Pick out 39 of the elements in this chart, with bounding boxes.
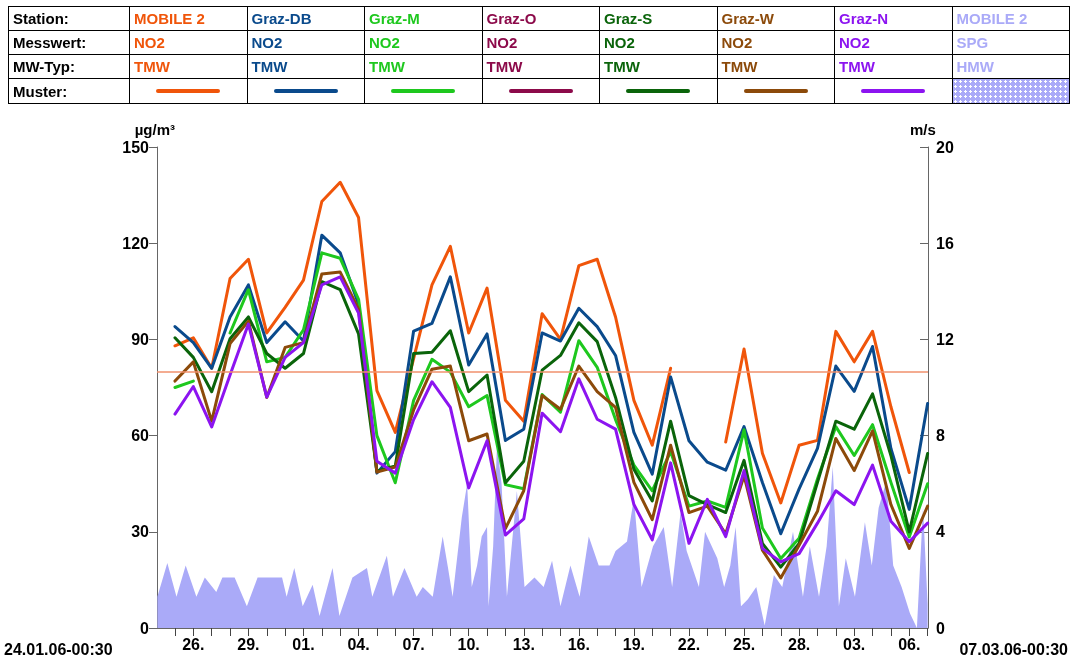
y2-tick-label: 12 bbox=[936, 330, 954, 348]
x-tick-label: 07. bbox=[402, 635, 425, 653]
y-tick-label: 150 bbox=[122, 138, 150, 156]
text: Graz-DB NO2 TMW bbox=[247, 7, 364, 78]
x-tick-label: 25. bbox=[732, 635, 756, 653]
y2-tick-label: 20 bbox=[936, 138, 954, 156]
x-tick-label: 04. bbox=[347, 635, 370, 653]
x-tick-label: 03. bbox=[843, 635, 866, 653]
x-tick-label: 06. bbox=[898, 635, 921, 653]
y2-tick-label: 16 bbox=[936, 234, 954, 252]
y2-tick-label: 0 bbox=[936, 619, 945, 637]
y-tick-label: 60 bbox=[131, 427, 150, 445]
x-tick-label: 19. bbox=[622, 635, 646, 653]
text: MOBILE 2 SPG HMW bbox=[952, 7, 1069, 78]
text: Station: Messwert: MW-Typ: Muster: bbox=[13, 10, 87, 100]
text: Graz-S NO2 TMW bbox=[600, 7, 717, 78]
x-tick-label: 01. bbox=[292, 635, 315, 653]
x-tick-label: 10. bbox=[457, 635, 480, 653]
x-tick-label: 28. bbox=[787, 635, 811, 653]
y-tick-label: 30 bbox=[131, 523, 150, 541]
x-tick-label: 29. bbox=[237, 635, 260, 653]
y-axis-title: µg/m³ bbox=[134, 121, 175, 138]
x-tick-label: 26. bbox=[182, 635, 205, 653]
y2-axis-title: m/s bbox=[910, 121, 936, 138]
y2-tick-label: 4 bbox=[936, 523, 945, 541]
text: Graz-W NO2 TMW bbox=[717, 7, 834, 78]
y-tick-label: 120 bbox=[122, 234, 150, 252]
legend-label: Graz-O NO2 TMW bbox=[482, 7, 599, 78]
x-tick-label: 13. bbox=[512, 635, 535, 653]
y-tick-label: 90 bbox=[131, 330, 150, 348]
y-tick-label: 0 bbox=[140, 619, 150, 637]
x-tick-label: 16. bbox=[567, 635, 590, 653]
text: 24.01.06-00:30 bbox=[4, 640, 113, 658]
y2-tick-label: 8 bbox=[936, 427, 945, 445]
x-tick-label: 22. bbox=[677, 635, 701, 653]
text: 07.03.06-00:30 bbox=[959, 640, 1069, 658]
text: Graz-N NO2 TMW bbox=[835, 7, 952, 78]
text: Graz-M NO2 TMW bbox=[365, 7, 482, 78]
text: MOBILE 2 NO2 TMW bbox=[130, 7, 247, 78]
